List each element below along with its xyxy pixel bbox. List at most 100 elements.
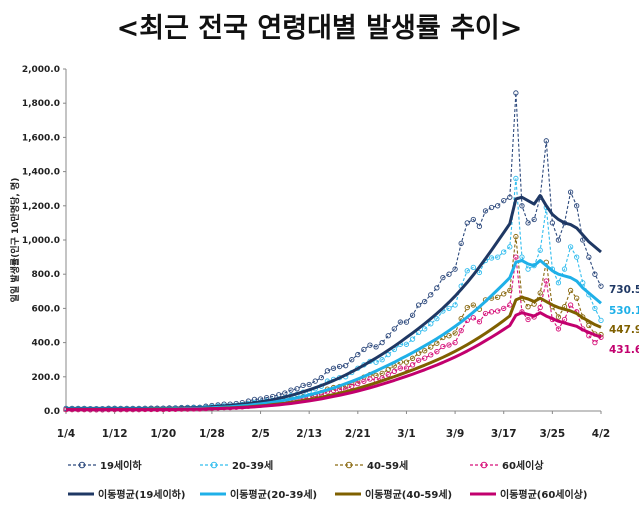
data-point-20-39세: [494, 254, 501, 260]
legend-label: 20-39세: [232, 459, 273, 472]
data-point-60세이상: [434, 349, 440, 355]
data-point-19세이하: [458, 240, 464, 247]
y-tick-label: 1,600.0: [22, 133, 60, 143]
data-point-20-39세: [409, 336, 416, 342]
data-point-20-39세: [385, 351, 391, 358]
data-point-60세이상: [476, 319, 483, 325]
data-point-19세이하: [403, 319, 410, 325]
data-point-20-39세: [422, 326, 428, 332]
y-axis-label: 일일 발생률(인구 10만명당, 명): [9, 178, 21, 303]
data-point-60세이상: [470, 315, 476, 321]
data-point-19세이하: [428, 292, 434, 298]
data-point-19세이하: [494, 203, 501, 209]
data-point-60세이상: [452, 339, 458, 346]
data-point-40-59세: [513, 233, 519, 240]
page-title: <최근 전국 연령대별 발생률 추이>: [116, 13, 523, 44]
x-tick-label: 3/17: [491, 428, 517, 440]
data-point-20-39세: [598, 317, 604, 324]
x-tick-label: 2/5: [251, 428, 269, 440]
data-point-19세이하: [330, 365, 337, 371]
data-point-60세이상: [361, 378, 367, 384]
data-point-20-39세: [446, 305, 452, 312]
data-point-60세이상: [446, 342, 452, 348]
x-tick-label: 2/21: [345, 428, 371, 440]
data-point-19세이하: [531, 216, 537, 223]
data-point-60세이상: [494, 308, 501, 314]
data-point-19세이하: [294, 386, 300, 392]
data-point-40-59세: [464, 304, 470, 311]
end-value-label: 431.6: [609, 344, 639, 356]
data-point-20-39세: [464, 268, 470, 274]
series-line-40-59세: [66, 236, 602, 411]
data-point-20-39세: [373, 359, 379, 365]
data-point-20-39세: [592, 305, 598, 312]
end-value-label: 730.5: [609, 284, 639, 296]
data-point-19세이하: [349, 357, 355, 363]
data-point-60세이상: [422, 355, 428, 361]
data-point-20-39세: [507, 244, 513, 250]
data-point-40-59세: [403, 359, 410, 365]
data-point-20-39세: [574, 254, 580, 260]
series-line-19세이하: [66, 92, 602, 410]
data-point-19세이하: [488, 204, 495, 211]
x-tick-label: 2/13: [296, 428, 322, 440]
data-point-19세이하: [513, 90, 519, 96]
data-point-40-59세: [434, 340, 440, 346]
data-point-19세이하: [306, 381, 312, 388]
data-point-19세이하: [555, 237, 562, 243]
data-point-60세이상: [525, 316, 531, 323]
data-point-20-39세: [567, 244, 574, 250]
y-tick-label: 1,200.0: [22, 202, 60, 212]
data-point-60세이상: [440, 343, 446, 350]
data-point-20-39세: [501, 249, 507, 255]
data-point-40-59세: [494, 294, 501, 300]
data-point-40-59세: [452, 330, 458, 336]
data-point-60세이상: [488, 309, 495, 315]
data-point-20-39세: [403, 341, 410, 347]
y-tick-label: 1,400.0: [22, 168, 60, 178]
data-point-19세이하: [592, 271, 598, 277]
data-point-40-59세: [422, 348, 428, 354]
data-point-60세이상: [428, 352, 434, 358]
legend-label: 이동평균(60세이상): [500, 488, 587, 501]
legend-label: 이동평균(40-59세): [365, 488, 452, 501]
data-point-20-39세: [434, 316, 440, 322]
legend-label: 이동평균(20-39세): [230, 488, 317, 501]
end-value-label: 447.9: [609, 324, 639, 336]
data-point-19세이하: [397, 319, 404, 325]
data-point-20-39세: [537, 247, 543, 253]
legend-label: 60세이상: [502, 459, 544, 472]
data-point-19세이하: [422, 298, 428, 305]
x-tick-label: 4/2: [592, 428, 610, 440]
data-point-20-39세: [555, 280, 562, 286]
data-point-40-59세: [586, 322, 592, 329]
data-point-40-59세: [415, 350, 422, 356]
data-point-19세이하: [482, 208, 489, 214]
series-line-20-39세: [66, 178, 602, 410]
data-point-60세이상: [567, 302, 574, 308]
data-point-20-39세: [476, 269, 483, 276]
data-point-40-59세: [446, 333, 452, 339]
x-tick-label: 1/20: [150, 428, 176, 440]
data-point-19세이하: [336, 363, 343, 370]
y-tick-label: 600.0: [32, 304, 60, 314]
y-tick-label: 800.0: [32, 270, 60, 280]
data-point-19세이하: [525, 220, 531, 226]
x-tick-label: 3/9: [446, 428, 464, 440]
data-point-19세이하: [567, 189, 574, 195]
data-point-19세이하: [586, 254, 592, 260]
data-point-60세이상: [501, 305, 507, 312]
data-point-20-39세: [513, 175, 519, 182]
data-point-19세이하: [355, 351, 361, 358]
y-tick-label: 400.0: [32, 339, 60, 349]
data-point-60세이상: [537, 304, 543, 311]
data-point-19세이하: [519, 203, 525, 209]
moving-average-line-이동평균(60세이상): [66, 311, 602, 412]
legend-marker-19세이하: [78, 461, 86, 469]
data-point-19세이하: [367, 342, 373, 348]
legend-marker-40-59세: [345, 461, 353, 469]
data-point-19세이하: [324, 368, 331, 374]
data-point-19세이하: [543, 138, 549, 144]
data-point-40-59세: [409, 355, 416, 361]
